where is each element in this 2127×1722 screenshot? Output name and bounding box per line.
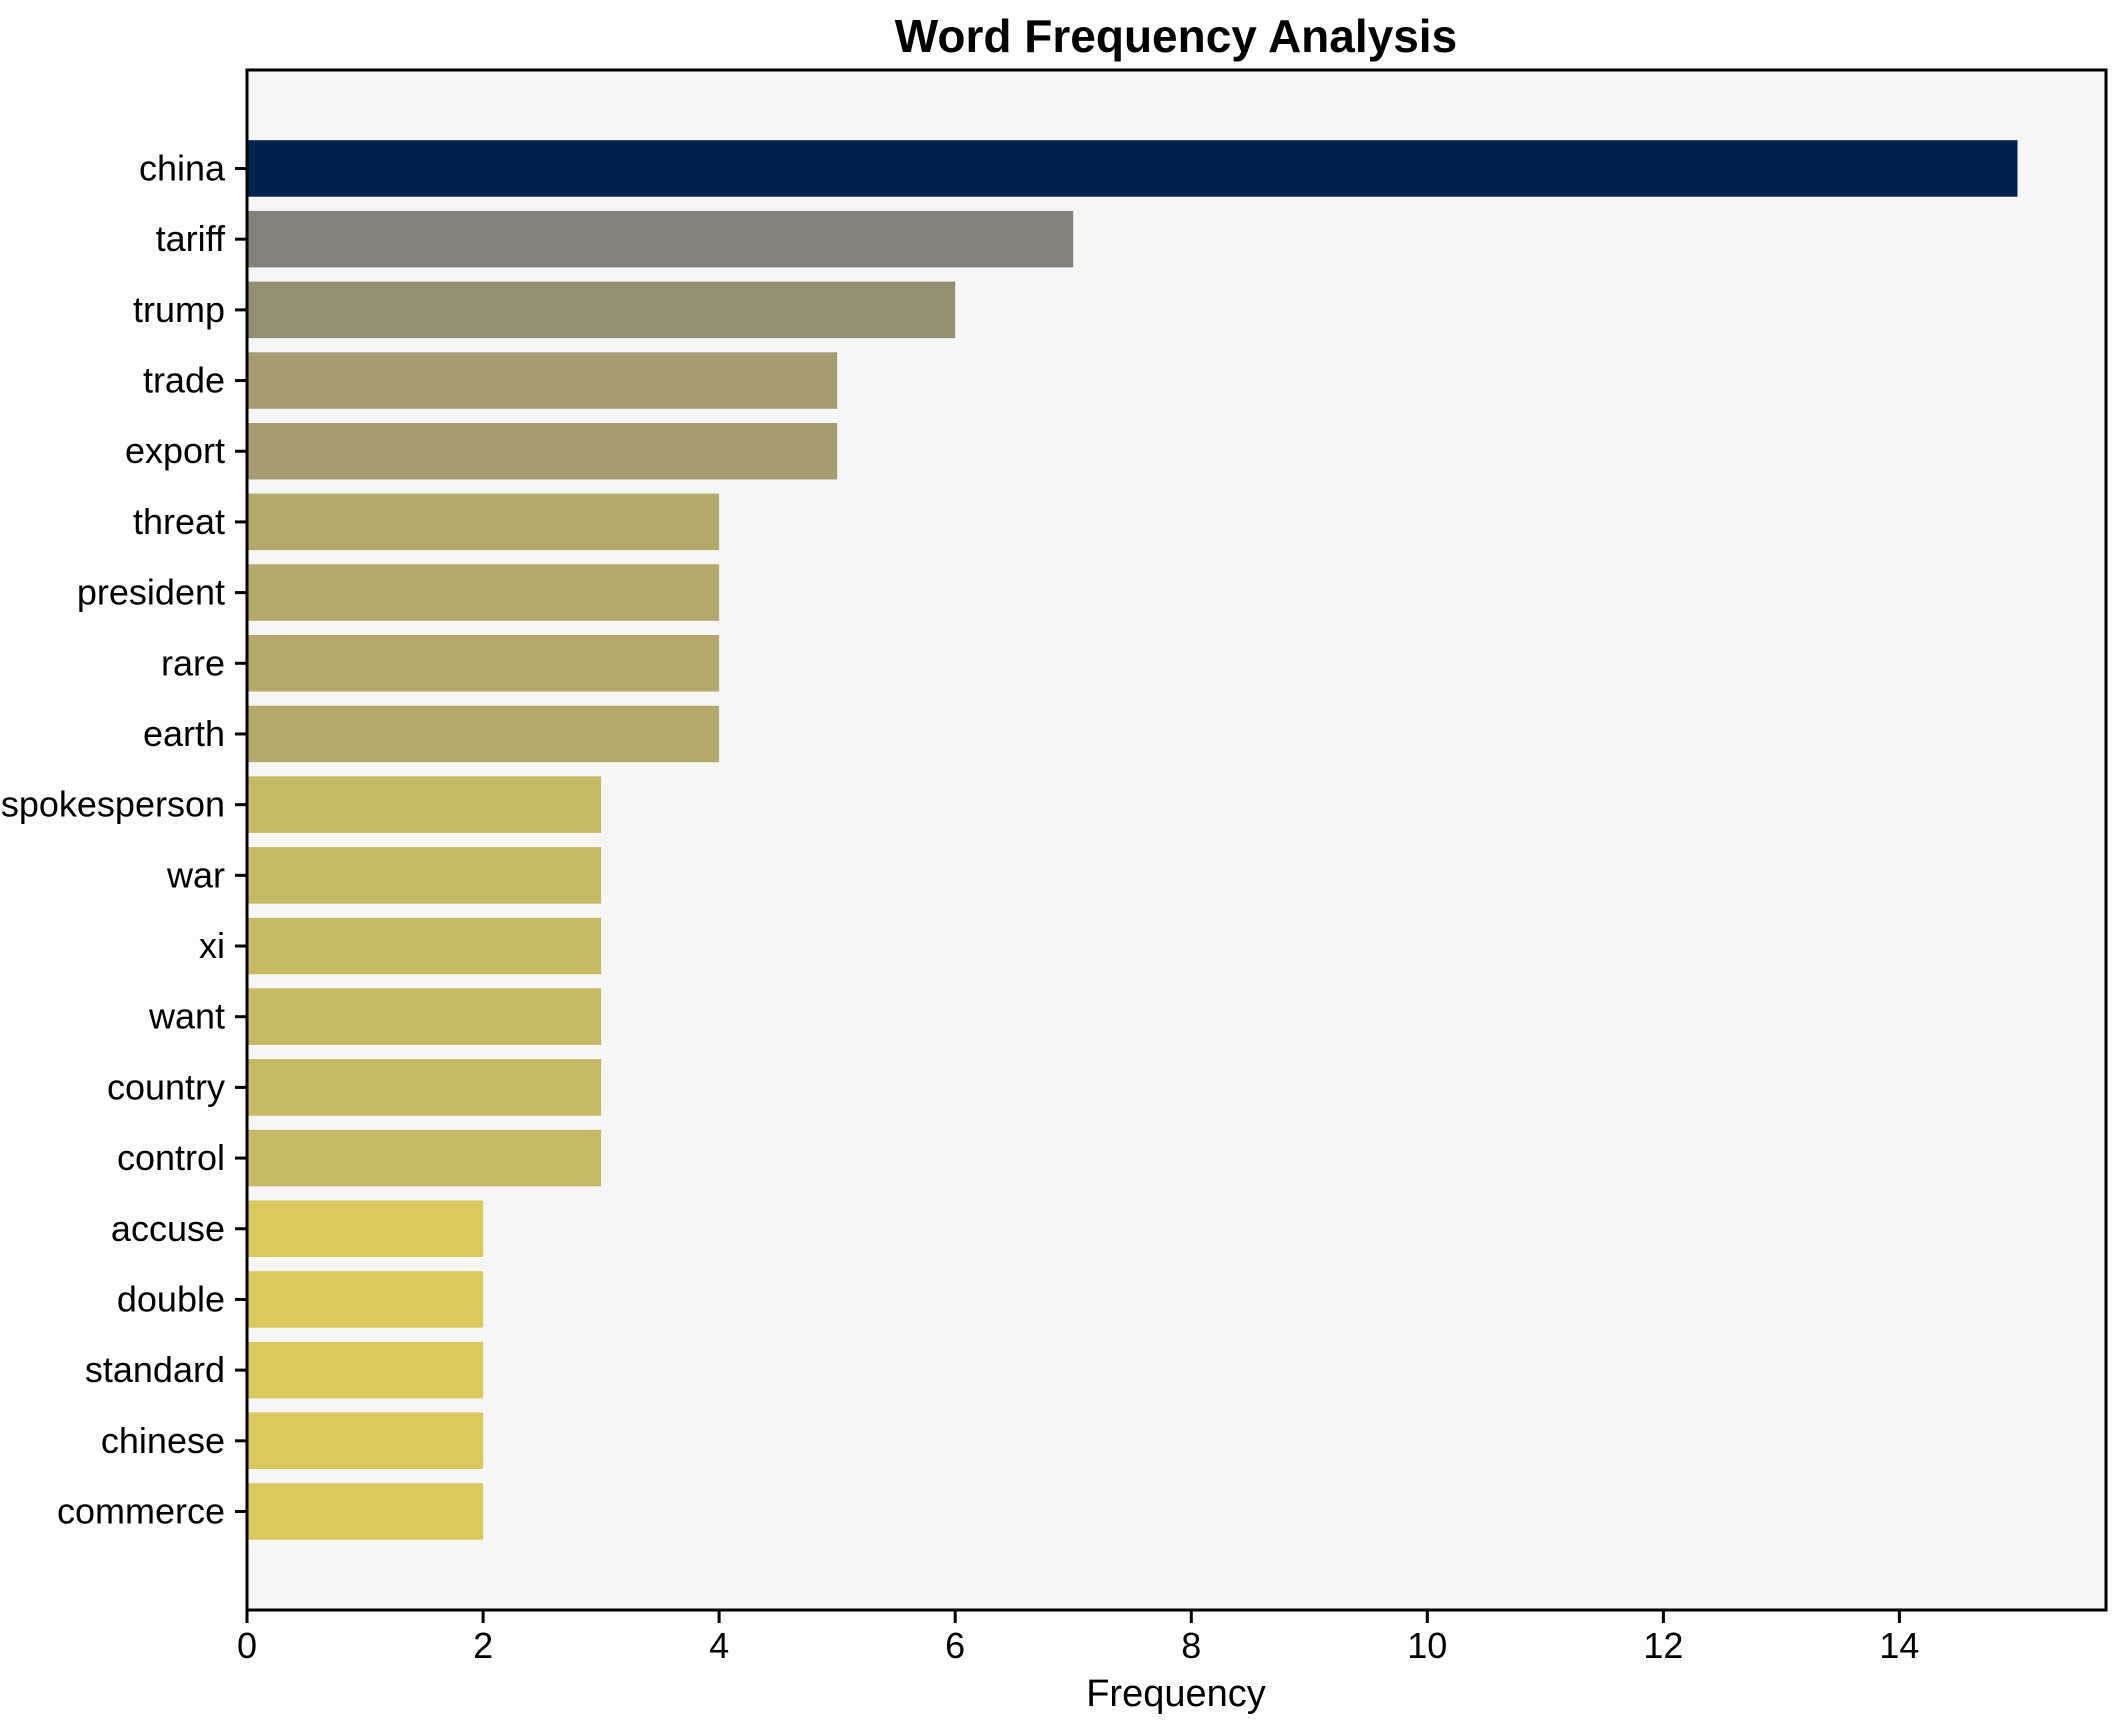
bar-china bbox=[247, 140, 2018, 197]
y-tick-label-china: china bbox=[139, 148, 226, 189]
x-tick-label-4: 4 bbox=[709, 1625, 729, 1666]
y-tick-label-xi: xi bbox=[199, 925, 225, 966]
bar-president bbox=[247, 564, 720, 621]
y-tick-label-president: president bbox=[77, 572, 225, 613]
y-tick-label-commerce: commerce bbox=[57, 1491, 225, 1532]
bar-want bbox=[247, 988, 602, 1045]
x-tick-label-8: 8 bbox=[1181, 1625, 1201, 1666]
y-tick-label-threat: threat bbox=[133, 501, 225, 542]
y-tick-label-country: country bbox=[107, 1066, 225, 1107]
bar-country bbox=[247, 1059, 602, 1116]
y-tick-label-want: want bbox=[148, 996, 225, 1037]
bar-double bbox=[247, 1271, 484, 1328]
y-tick-label-tariff: tariff bbox=[156, 218, 226, 259]
y-tick-label-standard: standard bbox=[85, 1349, 225, 1390]
x-axis-label: Frequency bbox=[1086, 1673, 1266, 1715]
y-tick-label-chinese: chinese bbox=[101, 1420, 225, 1461]
x-tick-label-0: 0 bbox=[237, 1625, 257, 1666]
bar-earth bbox=[247, 705, 720, 763]
y-tick-label-spokesperson: spokesperson bbox=[1, 784, 225, 825]
y-tick-label-control: control bbox=[117, 1137, 225, 1178]
bar-export bbox=[247, 423, 838, 480]
bar-tariff bbox=[247, 210, 1074, 268]
bar-war bbox=[247, 847, 602, 904]
bar-commerce bbox=[247, 1483, 484, 1540]
x-tick-label-12: 12 bbox=[1643, 1625, 1683, 1666]
bar-control bbox=[247, 1129, 602, 1187]
bar-rare bbox=[247, 635, 720, 692]
bar-standard bbox=[247, 1341, 484, 1399]
y-tick-label-war: war bbox=[166, 854, 225, 895]
chart-title: Word Frequency Analysis bbox=[895, 10, 1457, 62]
y-tick-label-accuse: accuse bbox=[111, 1208, 225, 1249]
y-tick-label-export: export bbox=[125, 430, 225, 471]
x-axis: 0 2 4 6 8 10 12 14 bbox=[237, 1610, 1919, 1666]
y-tick-label-double: double bbox=[117, 1278, 225, 1319]
bars-group bbox=[247, 140, 2018, 1540]
bar-chinese bbox=[247, 1412, 484, 1469]
plot-border bbox=[245, 68, 2108, 1612]
y-axis: china tariff trump trade export threat preside… bbox=[1, 148, 247, 1532]
bar-trade bbox=[247, 352, 838, 409]
bar-trump bbox=[247, 281, 956, 339]
x-tick-label-2: 2 bbox=[473, 1625, 493, 1666]
bar-threat bbox=[247, 493, 720, 551]
bar-xi bbox=[247, 917, 602, 975]
y-tick-label-rare: rare bbox=[161, 642, 225, 683]
y-tick-label-earth: earth bbox=[143, 713, 225, 754]
y-tick-label-trump: trump bbox=[133, 289, 225, 330]
bar-accuse bbox=[247, 1200, 484, 1257]
x-tick-label-6: 6 bbox=[945, 1625, 965, 1666]
bar-spokesperson bbox=[247, 776, 602, 833]
y-tick-label-trade: trade bbox=[143, 360, 225, 401]
x-tick-label-10: 10 bbox=[1407, 1625, 1447, 1666]
x-tick-label-14: 14 bbox=[1879, 1625, 1919, 1666]
